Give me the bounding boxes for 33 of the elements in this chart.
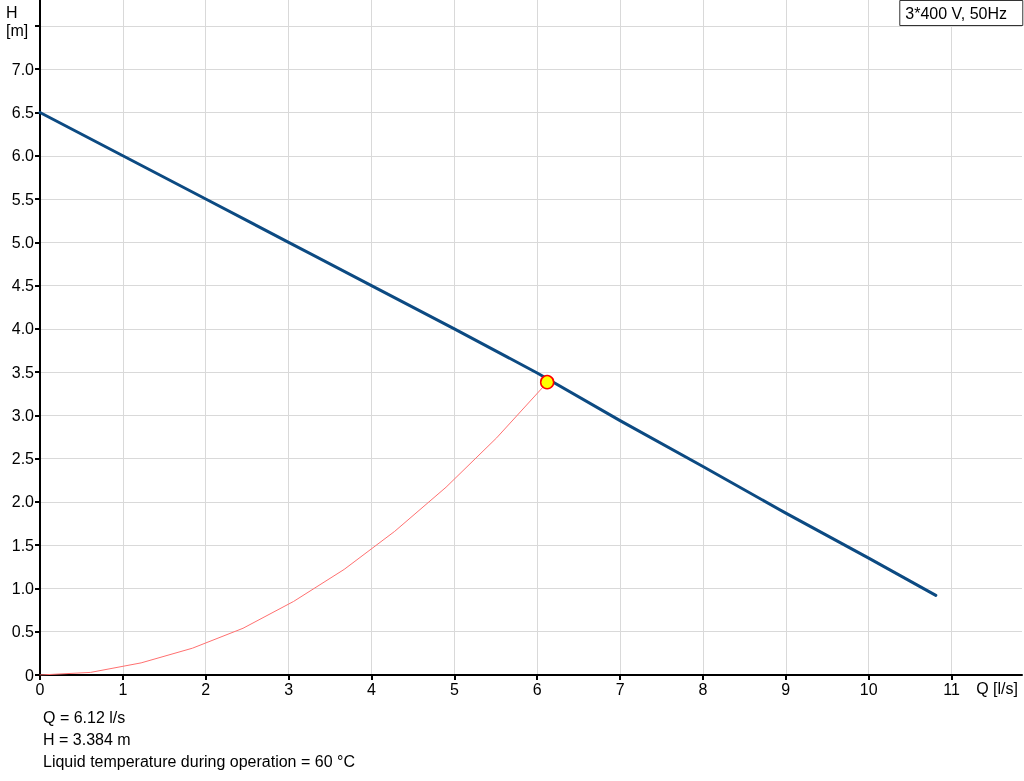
y-tick-label: 5.5	[11, 190, 35, 208]
y-tick-label: 1.0	[11, 579, 35, 597]
y-tick-label: 4.5	[11, 277, 35, 295]
line-series	[38, 111, 938, 597]
x-tick-label: 1	[118, 680, 128, 698]
y-tick-label: 1.5	[11, 536, 35, 554]
y-tick-label: 2.5	[11, 450, 35, 468]
y-tick-label: 0	[25, 666, 35, 684]
chart-title: 3*400 V, 50Hz	[905, 4, 1008, 22]
x-tick-label: 8	[698, 680, 708, 698]
x-tick-label: 4	[367, 680, 377, 698]
text: Liquid temperature during operation = 60 °C	[43, 752, 355, 770]
y-tick-label: 4.0	[11, 320, 35, 338]
y-tick-label: 2.0	[11, 493, 35, 511]
x-tick-label: 9	[781, 680, 791, 698]
y-tick-label: 6.5	[11, 104, 35, 121]
x-tick-label: 11	[943, 680, 960, 698]
text: Q = 6.12 l/s	[43, 708, 126, 726]
y-tick-label: 7.0	[11, 60, 35, 78]
y-tick-label: 3.0	[11, 406, 35, 424]
x-tick-label: 6	[532, 680, 542, 698]
x-tick-label: 3	[284, 680, 294, 698]
y-tick-label: 3.5	[11, 363, 35, 381]
x-axis-title: Q [l/s]	[976, 679, 1018, 697]
x-tick-label: 2	[201, 680, 211, 698]
y-axis-title: H [m]	[6, 3, 29, 39]
y-tick-label: 6.0	[11, 147, 35, 165]
x-tick-label: 10	[859, 680, 878, 698]
y-tick-label: 0.5	[11, 623, 35, 641]
x-tick-label: 5	[449, 680, 459, 698]
y-tick-label: 5.0	[11, 233, 35, 251]
x-tick-label: 7	[615, 680, 625, 698]
text: H = 3.384 m	[43, 730, 131, 748]
